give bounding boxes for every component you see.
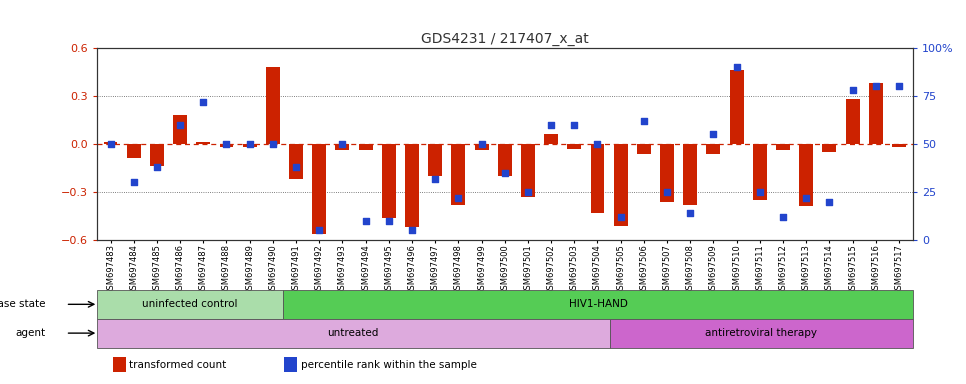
Point: [729, 64, 745, 70]
Bar: [428, 144, 442, 176]
Point: [845, 87, 861, 93]
Bar: [799, 144, 813, 207]
FancyBboxPatch shape: [97, 290, 283, 319]
Bar: [892, 144, 906, 147]
Bar: [382, 144, 396, 218]
Bar: [284, 357, 298, 372]
Bar: [706, 144, 721, 154]
Bar: [567, 144, 582, 149]
Bar: [219, 144, 234, 147]
Bar: [776, 144, 790, 151]
Point: [427, 175, 442, 182]
Text: transformed count: transformed count: [129, 360, 226, 370]
Bar: [753, 144, 767, 200]
Point: [172, 122, 187, 128]
Point: [521, 189, 536, 195]
Text: antiretroviral therapy: antiretroviral therapy: [705, 328, 817, 338]
Point: [126, 179, 141, 185]
Point: [567, 122, 582, 128]
Point: [357, 218, 373, 224]
Bar: [173, 115, 187, 144]
Bar: [683, 144, 697, 205]
Point: [683, 210, 698, 216]
Bar: [405, 144, 419, 227]
Point: [288, 164, 303, 170]
Bar: [845, 99, 860, 144]
Bar: [544, 134, 558, 144]
Text: agent: agent: [15, 328, 46, 338]
Point: [334, 141, 350, 147]
Bar: [196, 142, 211, 144]
Point: [404, 227, 419, 233]
Bar: [103, 142, 118, 144]
Bar: [637, 144, 651, 154]
Point: [218, 141, 234, 147]
Bar: [613, 144, 628, 226]
Point: [311, 227, 327, 233]
Bar: [312, 144, 327, 233]
FancyBboxPatch shape: [97, 319, 610, 348]
Bar: [358, 144, 373, 151]
Bar: [266, 67, 280, 144]
Bar: [868, 83, 883, 144]
Point: [544, 122, 559, 128]
Text: percentile rank within the sample: percentile rank within the sample: [300, 360, 476, 370]
Bar: [590, 144, 605, 213]
Bar: [150, 144, 164, 166]
Bar: [335, 144, 350, 151]
Point: [753, 189, 768, 195]
Point: [149, 164, 164, 170]
Text: uninfected control: uninfected control: [142, 299, 238, 310]
Point: [868, 83, 884, 89]
Bar: [242, 144, 257, 147]
Bar: [729, 70, 744, 144]
Bar: [474, 144, 489, 151]
Point: [613, 214, 629, 220]
Bar: [660, 144, 674, 202]
Point: [450, 195, 466, 201]
Text: HIV1-HAND: HIV1-HAND: [569, 299, 628, 310]
Point: [799, 195, 814, 201]
Title: GDS4231 / 217407_x_at: GDS4231 / 217407_x_at: [421, 31, 588, 46]
Point: [706, 131, 722, 137]
Point: [590, 141, 606, 147]
Bar: [521, 144, 535, 197]
Point: [265, 141, 280, 147]
Point: [637, 118, 652, 124]
Point: [195, 99, 211, 105]
Bar: [113, 357, 126, 372]
Point: [102, 141, 118, 147]
FancyBboxPatch shape: [283, 290, 913, 319]
Bar: [451, 144, 466, 205]
Bar: [822, 144, 837, 152]
Text: disease state: disease state: [0, 299, 46, 310]
FancyBboxPatch shape: [610, 319, 913, 348]
Point: [776, 214, 791, 220]
Bar: [289, 144, 303, 179]
Bar: [497, 144, 512, 176]
Text: untreated: untreated: [327, 328, 379, 338]
Point: [892, 83, 907, 89]
Point: [473, 141, 489, 147]
Point: [822, 199, 838, 205]
Point: [381, 218, 396, 224]
Point: [242, 141, 257, 147]
Point: [660, 189, 675, 195]
Point: [497, 170, 513, 176]
Bar: [127, 144, 141, 159]
